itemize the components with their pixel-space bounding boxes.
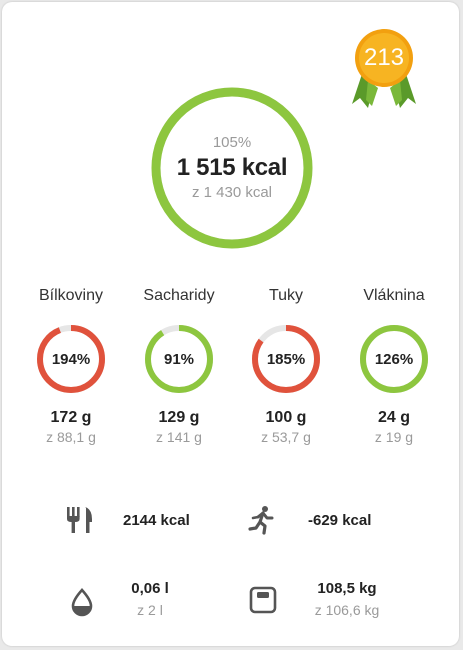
macro-goal: z 141 g <box>156 429 202 445</box>
macro-fat[interactable]: Tuky 185% 100 g z 53,7 g <box>231 286 341 446</box>
macro-ring <box>252 325 320 393</box>
water-value: 0,06 l <box>131 580 169 597</box>
macro-percent: 126% <box>374 350 414 368</box>
macro-protein[interactable]: Bílkoviny 194% 172 g z 88,1 g <box>16 286 126 446</box>
running-icon <box>248 506 274 535</box>
macro-ring <box>37 325 105 393</box>
calorie-goal: z 1 430 kcal <box>191 184 273 201</box>
calorie-summary: 105% 1 515 kcal z 1 430 kcal <box>150 86 314 250</box>
activity-kcal-value: -629 kcal <box>308 512 372 529</box>
macro-amount: 129 g <box>158 409 200 426</box>
streak-badge[interactable]: 213 <box>348 28 420 114</box>
macro-goal: z 53,7 g <box>261 429 311 445</box>
weight-goal: z 106,6 kg <box>314 602 380 618</box>
macro-ring <box>145 325 213 393</box>
weight-value: 108,5 kg <box>317 580 377 597</box>
macro-percent: 194% <box>51 350 91 368</box>
macro-percent: 91% <box>163 350 195 368</box>
cutlery-icon <box>67 507 92 533</box>
scale-icon <box>249 586 277 614</box>
macro-amount: 24 g <box>377 409 410 426</box>
badge-value: 213 <box>363 44 405 71</box>
macro-carbs[interactable]: Sacharidy 91% 129 g z 141 g <box>124 286 234 446</box>
calorie-progress-ring <box>151 87 313 249</box>
water-drop-icon <box>71 588 93 617</box>
macro-ring <box>360 325 428 393</box>
macro-goal: z 88,1 g <box>46 429 96 445</box>
macro-amount: 172 g <box>50 409 92 426</box>
macro-goal: z 19 g <box>374 429 414 445</box>
award-ribbon-icon <box>352 29 416 108</box>
calorie-consumed: 1 515 kcal <box>176 154 288 181</box>
water-goal: z 2 l <box>137 602 163 618</box>
daily-summary-card: 213 105% 1 515 kcal z 1 430 kcal Bílkovi… <box>2 2 459 646</box>
macro-name: Bílkoviny <box>38 287 104 304</box>
macro-name: Sacharidy <box>143 287 215 304</box>
calorie-percent: 105% <box>212 134 252 151</box>
macro-fiber[interactable]: Vláknina 126% 24 g z 19 g <box>339 286 449 446</box>
food-kcal-value: 2144 kcal <box>123 512 190 529</box>
macro-name: Tuky <box>268 287 304 304</box>
macro-percent: 185% <box>266 350 306 368</box>
macro-amount: 100 g <box>265 409 307 426</box>
macro-name: Vláknina <box>363 287 425 304</box>
